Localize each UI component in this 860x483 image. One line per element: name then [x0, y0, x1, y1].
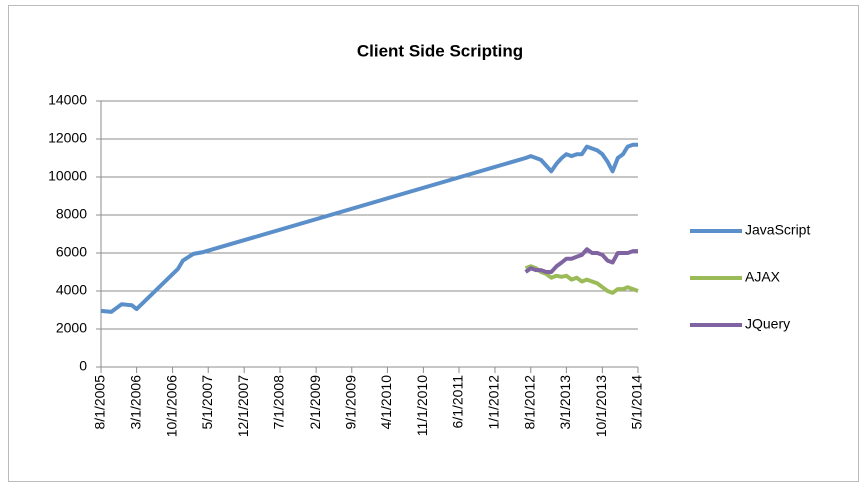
x-tick-label: 5/1/2007 — [199, 375, 215, 430]
x-tick-label: 2/1/2009 — [307, 375, 323, 430]
x-tick-label: 3/1/2006 — [127, 375, 143, 430]
x-tick-label: 9/1/2009 — [342, 375, 358, 430]
x-tick-label: 8/1/2005 — [92, 375, 108, 430]
y-tick-label: 2000 — [56, 320, 87, 336]
x-tick-label: 8/1/2012 — [521, 375, 537, 430]
x-tick-label: 7/1/2008 — [271, 375, 287, 430]
x-tick-label: 1/1/2012 — [486, 375, 502, 430]
legend-label: JQuery — [745, 316, 790, 332]
y-tick-label: 10000 — [48, 168, 87, 184]
y-tick-label: 14000 — [48, 92, 87, 108]
x-tick-label: 3/1/2013 — [557, 375, 573, 430]
x-tick-label: 6/1/2011 — [450, 375, 466, 429]
x-tick-label: 10/1/2013 — [593, 375, 609, 437]
y-tick-label: 6000 — [56, 244, 87, 260]
x-tick-label: 5/1/2014 — [629, 375, 645, 430]
legend-label: AJAX — [745, 269, 781, 285]
series-line — [100, 142, 638, 314]
y-tick-label: 0 — [79, 358, 87, 374]
chart-title: Client Side Scripting — [357, 41, 523, 60]
y-tick-label: 4000 — [56, 282, 87, 298]
x-tick-label: 10/1/2006 — [163, 375, 179, 437]
chart-frame — [8, 5, 859, 482]
series-line — [524, 247, 638, 274]
x-tick-label: 12/1/2007 — [235, 375, 251, 437]
y-tick-label: 12000 — [48, 130, 87, 146]
x-tick-label: 4/1/2010 — [378, 375, 394, 430]
y-tick-label: 8000 — [56, 206, 87, 222]
x-tick-label: 11/1/2010 — [414, 375, 430, 436]
legend-label: JavaScript — [745, 222, 810, 238]
